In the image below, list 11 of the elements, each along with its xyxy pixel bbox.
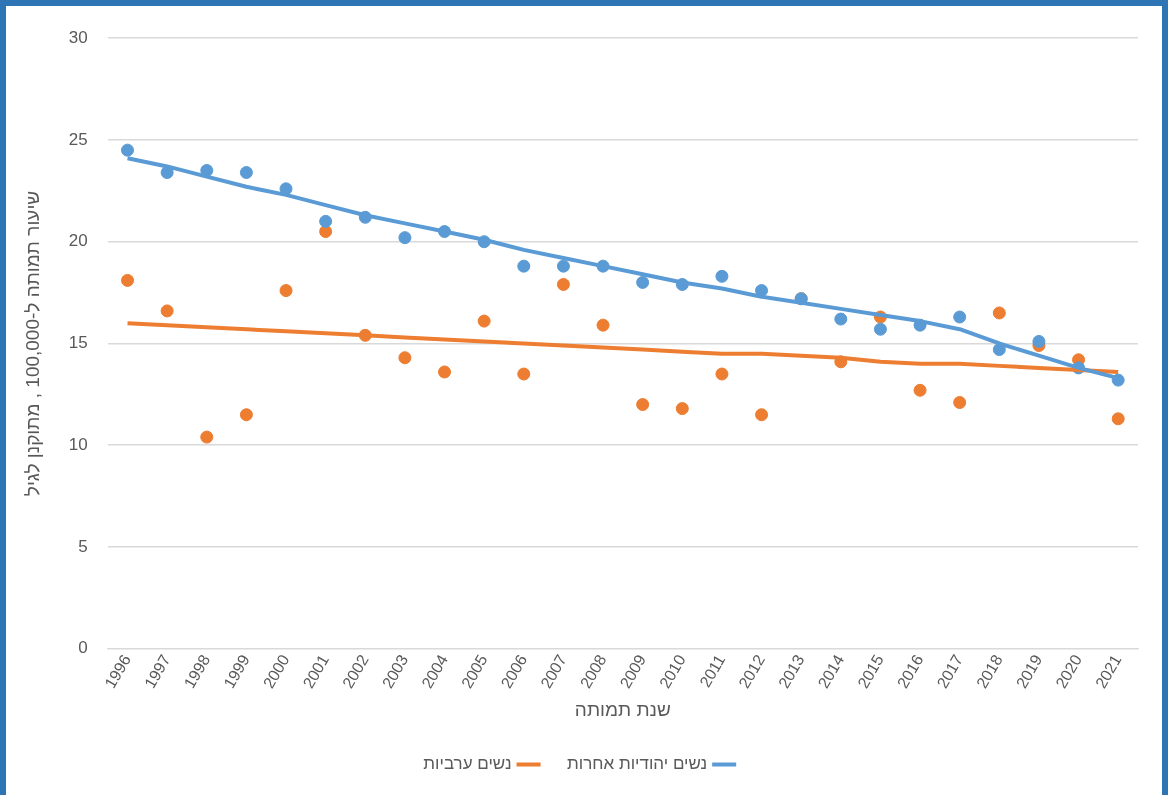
y-tick-label: 15 [68, 333, 88, 353]
y-tick-label: 20 [68, 231, 88, 251]
legend-label: נשים יהודיות אחרות [567, 754, 708, 774]
y-tick-label: 25 [68, 129, 88, 149]
x-axis-title: שנת תמותה [574, 698, 671, 720]
y-tick-label: 10 [68, 434, 88, 454]
y-tick-label: 30 [68, 27, 88, 47]
legend-label: נשים ערביות [423, 754, 512, 774]
y-axis-title: שיעור תמותה ל-100,000 , מתוקנן לגיל [21, 190, 43, 497]
y-tick-label: 0 [78, 638, 88, 658]
y-tick-label: 5 [78, 536, 88, 556]
